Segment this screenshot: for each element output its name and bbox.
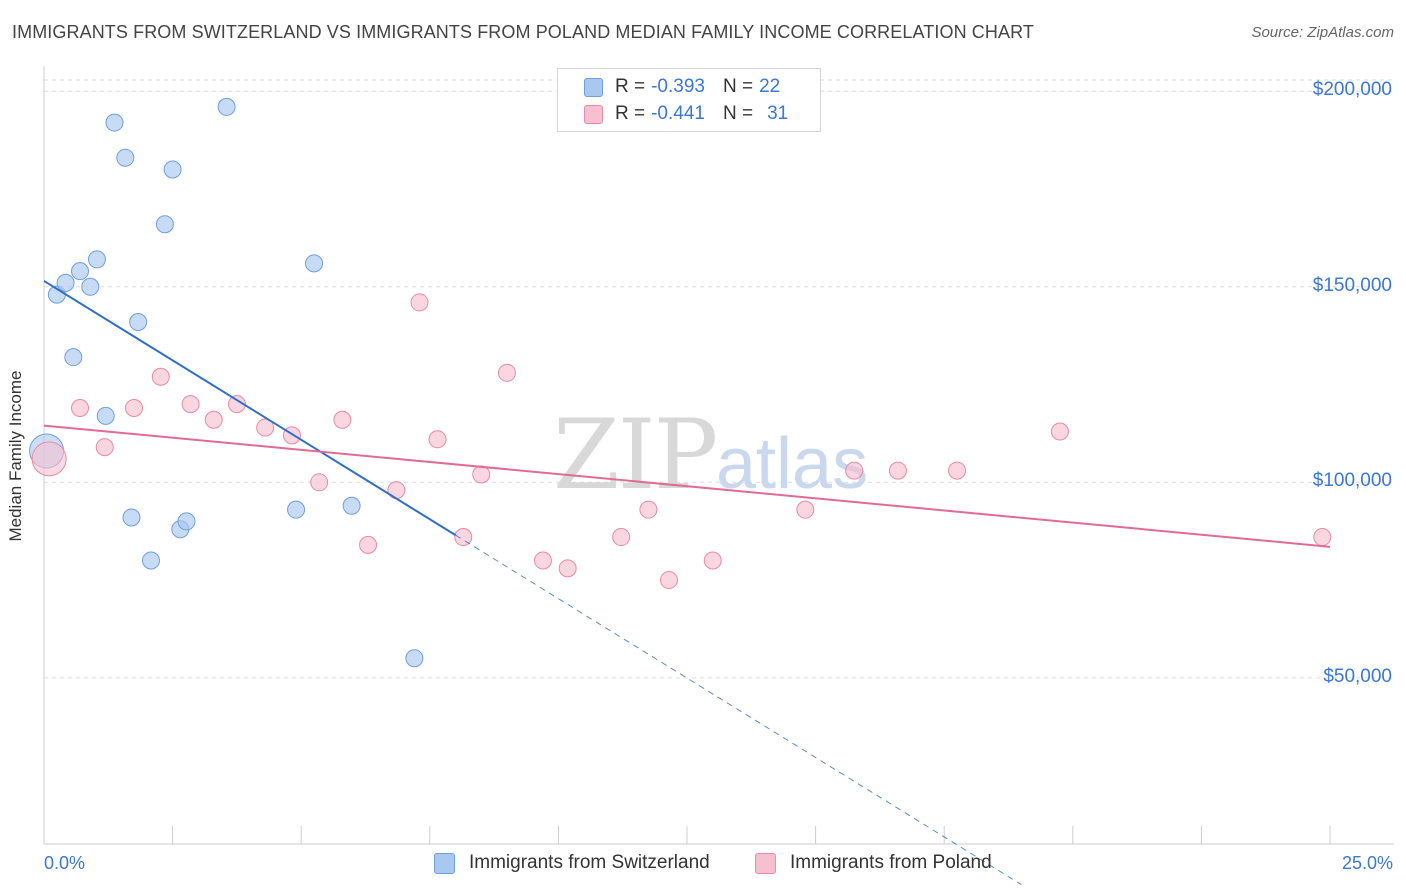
switzerland-point (305, 254, 324, 273)
switzerland-point (87, 250, 106, 269)
switzerland-point (177, 512, 196, 531)
poland-point (125, 399, 144, 418)
switzerland-point (71, 262, 90, 281)
switzerland-point (56, 273, 75, 292)
series-legend: Immigrants from Switzerland Immigrants f… (0, 852, 1406, 876)
poland-point (845, 461, 864, 480)
poland-point (472, 465, 491, 484)
n-value: 31 (767, 103, 789, 124)
legend-item-poland[interactable]: Immigrants from Poland (755, 852, 992, 874)
poland-point (181, 395, 200, 414)
switzerland-trend-line-extension (455, 534, 1022, 885)
n-value: 22 (759, 76, 781, 97)
poland-point (95, 438, 114, 457)
poland-point (533, 551, 552, 570)
poland-point (428, 430, 447, 449)
legend-swatch-poland (584, 104, 603, 124)
poland-point (659, 571, 678, 590)
switzerland-point (163, 160, 182, 179)
legend-row-switzerland: R = -0.393 N = 22 (558, 75, 780, 99)
poland-point (454, 528, 473, 547)
poland-point (71, 399, 90, 418)
y-tick-label: $100,000 (1312, 470, 1392, 492)
n-label: N = (722, 103, 754, 124)
switzerland-point (105, 113, 124, 132)
r-label: R = (615, 76, 646, 97)
correlation-legend: R = -0.393 N = 22 R = -0.441 N = 31 (557, 68, 821, 132)
poland-point (558, 559, 577, 578)
chart-title: IMMIGRANTS FROM SWITZERLAND VS IMMIGRANT… (12, 22, 1034, 42)
r-value: -0.441 (651, 103, 705, 124)
switzerland-point (405, 649, 424, 668)
poland-point (796, 500, 815, 519)
watermark-zip: ZIP (553, 399, 716, 511)
n-label: N = (722, 76, 754, 97)
poland-point (410, 293, 429, 312)
switzerland-point (129, 312, 148, 331)
switzerland-point (287, 500, 306, 519)
switzerland-point (342, 496, 361, 515)
y-axis-label: Median Family Income (6, 370, 25, 542)
source-note: Source: ZipAtlas.com (1251, 24, 1394, 41)
poland-point (888, 461, 907, 480)
poland-trend-line (43, 424, 1331, 548)
poland-point (1313, 528, 1332, 547)
x-tick-label-max: 25.0% (1341, 853, 1393, 873)
poland-point (387, 481, 406, 500)
switzerland-point (96, 406, 115, 425)
legend-swatch-switzerland (434, 852, 455, 874)
poland-point (359, 535, 378, 554)
legend-row-poland: R = -0.441 N = 31 (558, 102, 788, 126)
r-value: -0.393 (651, 76, 705, 97)
y-tick-label: $200,000 (1312, 79, 1392, 101)
poland-point (1050, 422, 1069, 441)
poland-point (310, 473, 329, 492)
poland-point (333, 410, 352, 429)
poland-point (31, 441, 67, 477)
switzerland-point (116, 148, 135, 167)
legend-item-switzerland[interactable]: Immigrants from Switzerland (434, 852, 710, 874)
poland-point (204, 410, 223, 429)
poland-point (497, 363, 516, 382)
poland-point (639, 500, 658, 519)
legend-label-switzerland: Immigrants from Switzerland (469, 852, 710, 873)
switzerland-trend-line (43, 280, 457, 536)
legend-label-poland: Immigrants from Poland (790, 852, 992, 873)
poland-point (256, 418, 275, 437)
switzerland-point (155, 215, 174, 234)
switzerland-point (64, 348, 83, 367)
poland-point (703, 551, 722, 570)
switzerland-point (217, 97, 236, 116)
switzerland-point (141, 551, 160, 570)
poland-point (612, 528, 631, 547)
poland-point (151, 367, 170, 386)
x-tick-label-min: 0.0% (44, 853, 86, 873)
poland-point (227, 395, 246, 414)
legend-swatch-poland (755, 852, 776, 874)
switzerland-point (81, 277, 100, 296)
switzerland-point (122, 508, 141, 527)
y-tick-label: $50,000 (1323, 665, 1392, 687)
r-label: R = (615, 103, 646, 124)
poland-point (948, 461, 967, 480)
y-tick-label: $150,000 (1312, 274, 1392, 296)
legend-swatch-switzerland (584, 77, 603, 97)
